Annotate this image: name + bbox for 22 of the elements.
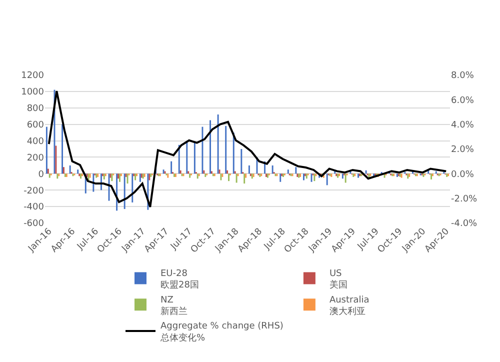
y-tick-label: 600	[26, 120, 44, 130]
legend-label: EU-28 欧盟28国	[160, 268, 199, 291]
y-tick-label: 400	[26, 136, 44, 147]
y2-tick-label: 4.0%	[451, 120, 474, 130]
legend-label: US 美国	[329, 268, 348, 291]
y-tick-label: 0	[38, 170, 44, 180]
legend-label: Australia 澳大利亚	[329, 295, 370, 317]
y-tick-label: 1000	[21, 88, 44, 98]
y-tick-label: -200	[24, 186, 44, 196]
y-tick-label: 1200	[21, 71, 44, 82]
y-tick-label: -600	[24, 219, 44, 230]
y2-tick-label: 8.0%	[451, 71, 474, 82]
y2-tick-label: -4.0%	[451, 219, 478, 230]
y-tick-label: -400	[24, 202, 44, 213]
y2-tick-label: -2.0%	[451, 194, 478, 204]
y2-tick-label: 6.0%	[451, 96, 474, 106]
y2-tick-label: 0.0%	[451, 170, 474, 180]
y-tick-label: 200	[26, 153, 44, 164]
y-tick-label: 800	[26, 104, 44, 114]
legend-label: Aggregate % change (RHS) 总体变化%	[160, 322, 284, 344]
legend-label: NZ 新西兰	[160, 295, 188, 317]
y2-tick-label: 2.0%	[451, 145, 474, 156]
